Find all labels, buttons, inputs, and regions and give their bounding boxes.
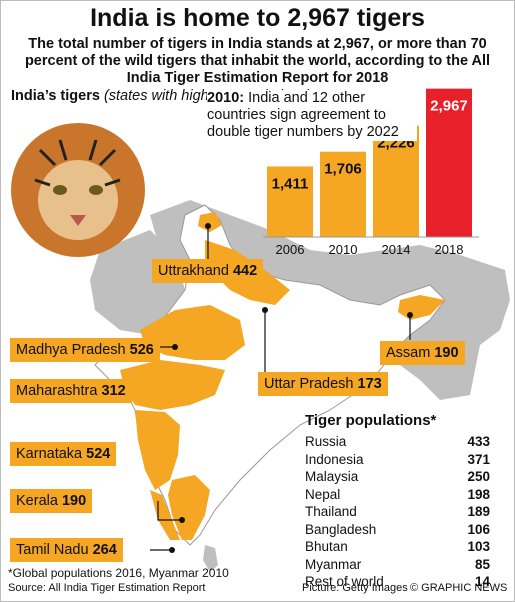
state-karnataka	[135, 410, 180, 490]
table-row: Malaysia 250	[305, 469, 490, 484]
footnote: *Global populations 2016, Myanmar 2010	[8, 566, 229, 580]
state-tamil-nadu	[168, 475, 210, 540]
tiger-eye-right	[89, 185, 103, 195]
bar-2010	[320, 151, 366, 237]
bar-note-text: India and 12 other countries sign agreem…	[207, 90, 399, 140]
state-label-uttrakhand: Uttrakhand 442	[152, 259, 264, 283]
state-label-kerala: Kerala 190	[10, 489, 93, 513]
state-maharashtra	[120, 360, 225, 410]
copyright: © GRAPHIC NEWS	[410, 582, 508, 594]
state-label-karnataka: Karnataka 524	[10, 442, 117, 466]
state-label-assam: Assam 190	[380, 341, 465, 365]
state-uttrakhand	[198, 212, 222, 232]
table-row: Indonesia 371	[305, 451, 490, 467]
bar-note-year: 2010:	[207, 90, 245, 106]
population-table-title: Tiger populations*	[305, 412, 437, 429]
state-label-madhya-pradesh: Madhya Pradesh 526	[10, 338, 160, 362]
bar-2014	[373, 125, 419, 237]
states-title-bold: India’s tigers	[11, 88, 100, 104]
state-madhya-pradesh	[140, 305, 245, 360]
tiger-photo-shade	[38, 160, 118, 240]
state-label-uttar-pradesh: Uttar Pradesh 173	[258, 372, 388, 396]
page-subtitle: The total number of tigers in India stan…	[24, 36, 491, 86]
bar-value-label: 1,706	[324, 161, 362, 178]
bar-note: 2010: India and 12 other countries sign …	[207, 90, 417, 141]
source: Source: All India Tiger Estimation Repor…	[8, 582, 206, 594]
tiger-nose	[70, 215, 86, 226]
table-row: Myanmar 85	[305, 556, 490, 572]
bar-value-label: 2,967	[430, 98, 468, 115]
table-row: Nepal 198	[305, 486, 490, 502]
table-row: Rest of world 14	[305, 574, 490, 589]
table-row: Bhutan 103	[305, 539, 490, 554]
bar-category-label: 2014	[382, 242, 411, 257]
picture-credit: Picture: Getty Images	[302, 582, 408, 594]
bar-category-label: 2010	[329, 242, 358, 257]
bar-2006	[267, 166, 313, 237]
bar-value-label: 1,411	[272, 175, 309, 192]
pakistan-land	[90, 230, 185, 335]
table-row: Russia 433	[305, 434, 490, 449]
state-label-maharashtra: Maharashtra 312	[10, 379, 132, 403]
bar-category-label: 2006	[276, 242, 305, 257]
page-title: India is home to 2,967 tigers	[90, 4, 425, 32]
table-row: Bangladesh 106	[305, 521, 490, 537]
sri-lanka	[203, 545, 218, 572]
population-table: Russia 433 Indonesia 371 Malaysia 250 Nepal…	[305, 433, 490, 591]
state-label-tamil-nadu: Tamil Nadu 264	[10, 538, 123, 562]
tiger-stripes	[34, 139, 121, 187]
tiger-eye-left	[53, 185, 67, 195]
bar-2018	[426, 88, 472, 238]
bar-category-label: 2018	[435, 242, 464, 257]
table-row: Thailand 189	[305, 504, 490, 519]
